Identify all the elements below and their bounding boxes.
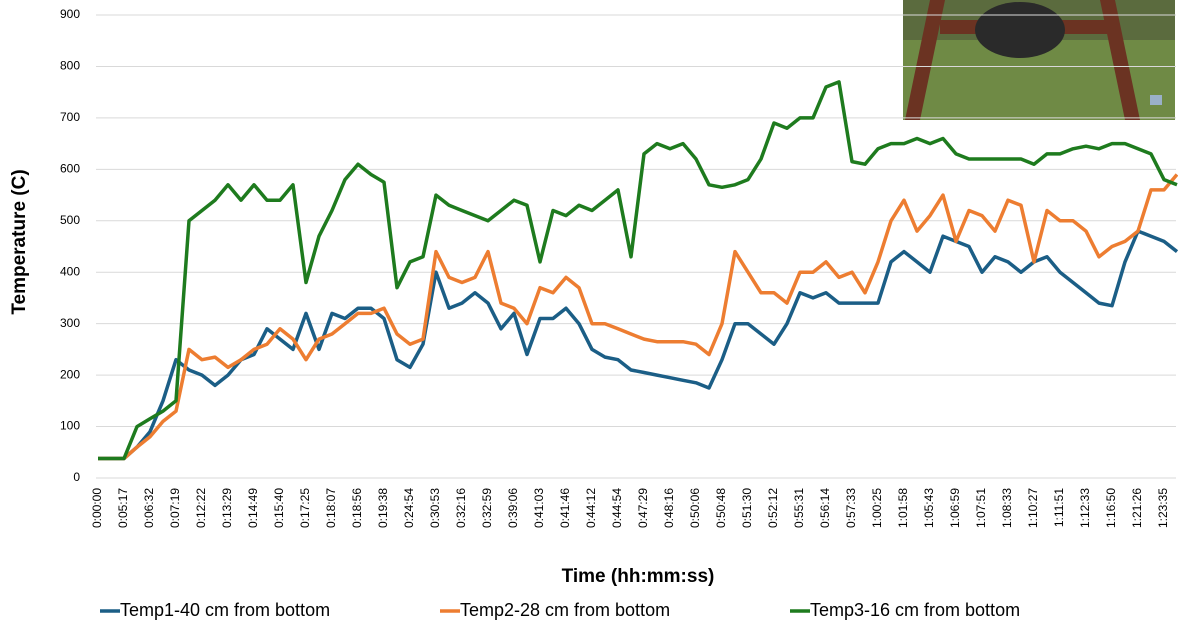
series-line <box>98 82 1177 459</box>
y-tick-label: 200 <box>60 367 80 381</box>
y-tick-label: 300 <box>60 316 80 330</box>
x-tick-label: 1:10:27 <box>1026 488 1040 528</box>
y-tick-label: 400 <box>60 264 80 278</box>
x-tick-label: 1:06:59 <box>948 488 962 528</box>
x-tick-label: 1:07:51 <box>974 488 988 528</box>
x-tick-label: 0:13:29 <box>220 488 234 528</box>
x-tick-label: 1:21:26 <box>1130 488 1144 528</box>
y-tick-label: 600 <box>60 162 80 176</box>
x-tick-label: 0:47:29 <box>636 488 650 528</box>
x-tick-label: 0:57:33 <box>844 488 858 528</box>
x-tick-label: 1:16:50 <box>1104 488 1118 528</box>
x-tick-label: 0:32:16 <box>454 488 468 528</box>
x-tick-label: 0:56:14 <box>818 488 832 528</box>
legend-item: Temp1-40 cm from bottom <box>100 600 330 620</box>
x-tick-label: 0:32:59 <box>480 488 494 528</box>
legend-label: Temp3-16 cm from bottom <box>810 600 1020 620</box>
y-tick-label: 900 <box>60 7 80 21</box>
y-axis-title: Temperature (C) <box>9 169 30 314</box>
x-tick-label: 1:01:58 <box>896 488 910 528</box>
x-tick-label: 0:44:12 <box>584 488 598 528</box>
x-tick-label: 0:55:31 <box>792 488 806 528</box>
series-line <box>98 231 1177 458</box>
y-tick-label: 0 <box>73 470 80 484</box>
x-tick-label: 0:18:07 <box>324 488 338 528</box>
x-tick-label: 0:12:22 <box>194 488 208 528</box>
x-tick-label: 0:07:19 <box>168 488 182 528</box>
x-tick-label: 0:14:49 <box>246 488 260 528</box>
x-tick-label: 0:06:32 <box>142 488 156 528</box>
legend-label: Temp1-40 cm from bottom <box>120 600 330 620</box>
x-tick-label: 1:23:35 <box>1156 488 1170 528</box>
legend-item: Temp2-28 cm from bottom <box>440 600 670 620</box>
x-tick-label: 0:19:38 <box>376 488 390 528</box>
x-tick-label: 0:17:25 <box>298 488 312 528</box>
x-tick-label: 0:44:54 <box>610 488 624 528</box>
x-tick-label: 0:41:03 <box>532 488 546 528</box>
x-tick-label: 0:00:00 <box>90 488 104 528</box>
x-tick-label: 0:39:06 <box>506 488 520 528</box>
x-tick-label: 1:05:43 <box>922 488 936 528</box>
x-tick-label: 1:08:33 <box>1000 488 1014 528</box>
chart: Temperature (C) Time (hh:mm:ss) 0 100 200 3… <box>0 0 1178 626</box>
y-tick-label: 500 <box>60 213 80 227</box>
x-axis-title: Time (hh:mm:ss) <box>562 566 715 587</box>
x-tick-label: 0:30:53 <box>428 488 442 528</box>
x-tick-label: 0:24:54 <box>402 488 416 528</box>
x-tick-label: 1:11:51 <box>1052 488 1066 527</box>
y-tick-label: 700 <box>60 110 80 124</box>
x-tick-label: 1:12:33 <box>1078 488 1092 528</box>
x-tick-label: 0:41:46 <box>558 488 572 528</box>
x-tick-label: 0:05:17 <box>116 488 130 528</box>
x-tick-label: 0:50:06 <box>688 488 702 528</box>
x-tick-label: 0:52:12 <box>766 488 780 528</box>
y-tick-label: 800 <box>60 59 80 73</box>
y-tick-label: 100 <box>60 419 80 433</box>
legend-item: Temp3-16 cm from bottom <box>790 600 1020 620</box>
x-tick-label: 0:18:56 <box>350 488 364 528</box>
x-tick-label: 0:51:30 <box>740 488 754 528</box>
x-tick-label: 0:48:16 <box>662 488 676 528</box>
legend-label: Temp2-28 cm from bottom <box>460 600 670 620</box>
x-tick-label: 1:00:25 <box>870 488 884 528</box>
photo-inset <box>903 0 1175 120</box>
x-tick-label: 0:50:48 <box>714 488 728 528</box>
x-tick-label: 0:15:40 <box>272 488 286 528</box>
